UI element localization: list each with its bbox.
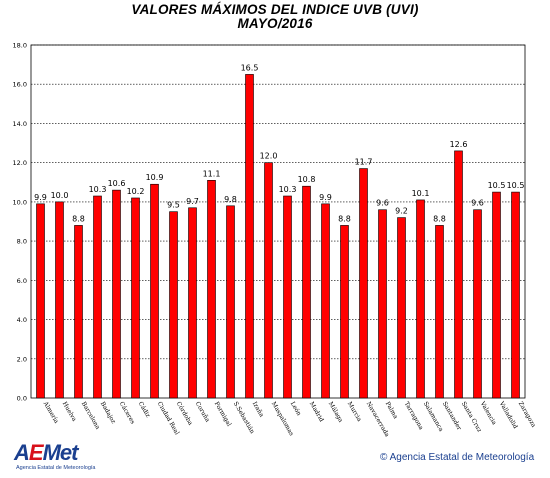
data-label: 11.1: [203, 169, 221, 178]
data-label: 8.8: [433, 214, 446, 223]
logo-letters-met: Met: [42, 440, 79, 465]
aemet-logo: AEMet: [14, 440, 79, 466]
x-tick-label: Barcelona: [80, 401, 102, 431]
x-tick-label: León: [289, 401, 303, 418]
bar: [397, 217, 406, 399]
chart-title: VALORES MÁXIMOS DEL INDICE UVB (UVI): [131, 2, 419, 17]
bar: [226, 205, 235, 399]
x-tick-label: Valencia: [478, 400, 498, 427]
data-label: 10.1: [412, 189, 430, 198]
x-tick-label: Izaña: [251, 401, 266, 419]
data-label: 9.6: [471, 199, 484, 208]
x-tick-label: Salamanca: [422, 401, 445, 434]
y-tick-label: 10.0: [13, 198, 27, 206]
data-label: 9.9: [34, 193, 47, 202]
bar: [93, 195, 102, 399]
x-tick-label: Murcia: [346, 401, 363, 424]
x-tick-label: Cáceres: [118, 401, 136, 426]
data-label: 10.5: [488, 181, 506, 190]
bar: [454, 150, 463, 399]
y-tick-label: 16.0: [13, 81, 27, 89]
y-tick-label: 12.0: [13, 159, 27, 167]
bar: [416, 199, 425, 399]
data-label: 9.7: [186, 197, 199, 206]
data-label: 10.9: [146, 173, 164, 182]
data-label: 8.8: [72, 214, 85, 223]
data-label: 9.9: [319, 193, 332, 202]
data-label: 9.2: [395, 207, 408, 216]
data-label: 10.5: [507, 181, 525, 190]
data-label: 10.3: [89, 185, 107, 194]
x-tick-label: Málaga: [327, 401, 345, 424]
x-tick-label: Coruña: [194, 401, 211, 424]
bar: [112, 189, 121, 399]
y-tick-label: 0.0: [17, 395, 27, 403]
data-label: 10.0: [51, 191, 69, 200]
data-label: 12.0: [260, 152, 278, 161]
bar: [264, 162, 273, 399]
bar: [321, 203, 330, 399]
data-label: 10.6: [108, 179, 126, 188]
y-tick-label: 2.0: [17, 355, 27, 363]
bar: [74, 225, 83, 399]
y-tick-label: 6.0: [17, 277, 27, 285]
x-tick-label: Formigal: [213, 401, 233, 428]
bar: [150, 183, 159, 399]
data-label: 9.5: [167, 201, 180, 210]
x-tick-label: Almería: [41, 400, 60, 425]
logo-letter-e: E: [28, 440, 44, 465]
bar: [131, 197, 140, 399]
bar: [207, 180, 216, 399]
bar: [55, 201, 64, 399]
x-tick-label: Madrid: [308, 401, 325, 424]
x-tick-label: Zaragoza: [517, 401, 537, 429]
data-label: 12.6: [450, 140, 468, 149]
bar: [245, 74, 254, 399]
data-label: 16.5: [241, 63, 259, 72]
x-tick-label: Cádiz: [137, 401, 152, 419]
data-label: 10.3: [279, 185, 297, 194]
x-tick-label: Valladolid: [497, 400, 519, 430]
bar: [188, 207, 197, 399]
plot-frame: [30, 44, 526, 399]
bar: [435, 225, 444, 399]
data-label: 10.2: [127, 187, 145, 196]
data-label: 11.7: [355, 158, 373, 167]
copyright-notice: © Agencia Estatal de Meteorología: [380, 452, 535, 463]
x-tick-label: Tarragona: [403, 401, 425, 432]
data-label: 8.8: [338, 214, 351, 223]
data-label: 10.8: [298, 175, 316, 184]
bar: [378, 209, 387, 399]
bar: [36, 203, 45, 399]
y-tick-label: 14.0: [13, 120, 27, 128]
bar: [283, 195, 292, 399]
logo-subtitle: Agencia Estatal de Meteorología: [16, 465, 96, 471]
bar: [511, 191, 520, 399]
data-label: 9.8: [224, 195, 237, 204]
y-tick-label: 4.0: [17, 316, 27, 324]
chart-subtitle: MAYO/2016: [237, 16, 313, 31]
logo-letter-a: A: [14, 440, 30, 465]
x-tick-label: Badajoz: [99, 401, 117, 425]
bar: [169, 211, 178, 399]
bar: [340, 225, 349, 399]
y-tick-label: 8.0: [17, 238, 27, 246]
bar: [492, 191, 501, 399]
bar: [302, 185, 311, 399]
bar: [473, 209, 482, 399]
bar: [359, 168, 368, 399]
data-label: 9.6: [376, 199, 389, 208]
x-tick-label: Huelva: [61, 401, 78, 424]
x-tick-label: Palma: [384, 401, 400, 421]
y-tick-label: 18.0: [13, 42, 27, 50]
x-tick-label: Santa Cruz: [460, 401, 483, 434]
x-tick-label: Córdoba: [175, 401, 194, 427]
